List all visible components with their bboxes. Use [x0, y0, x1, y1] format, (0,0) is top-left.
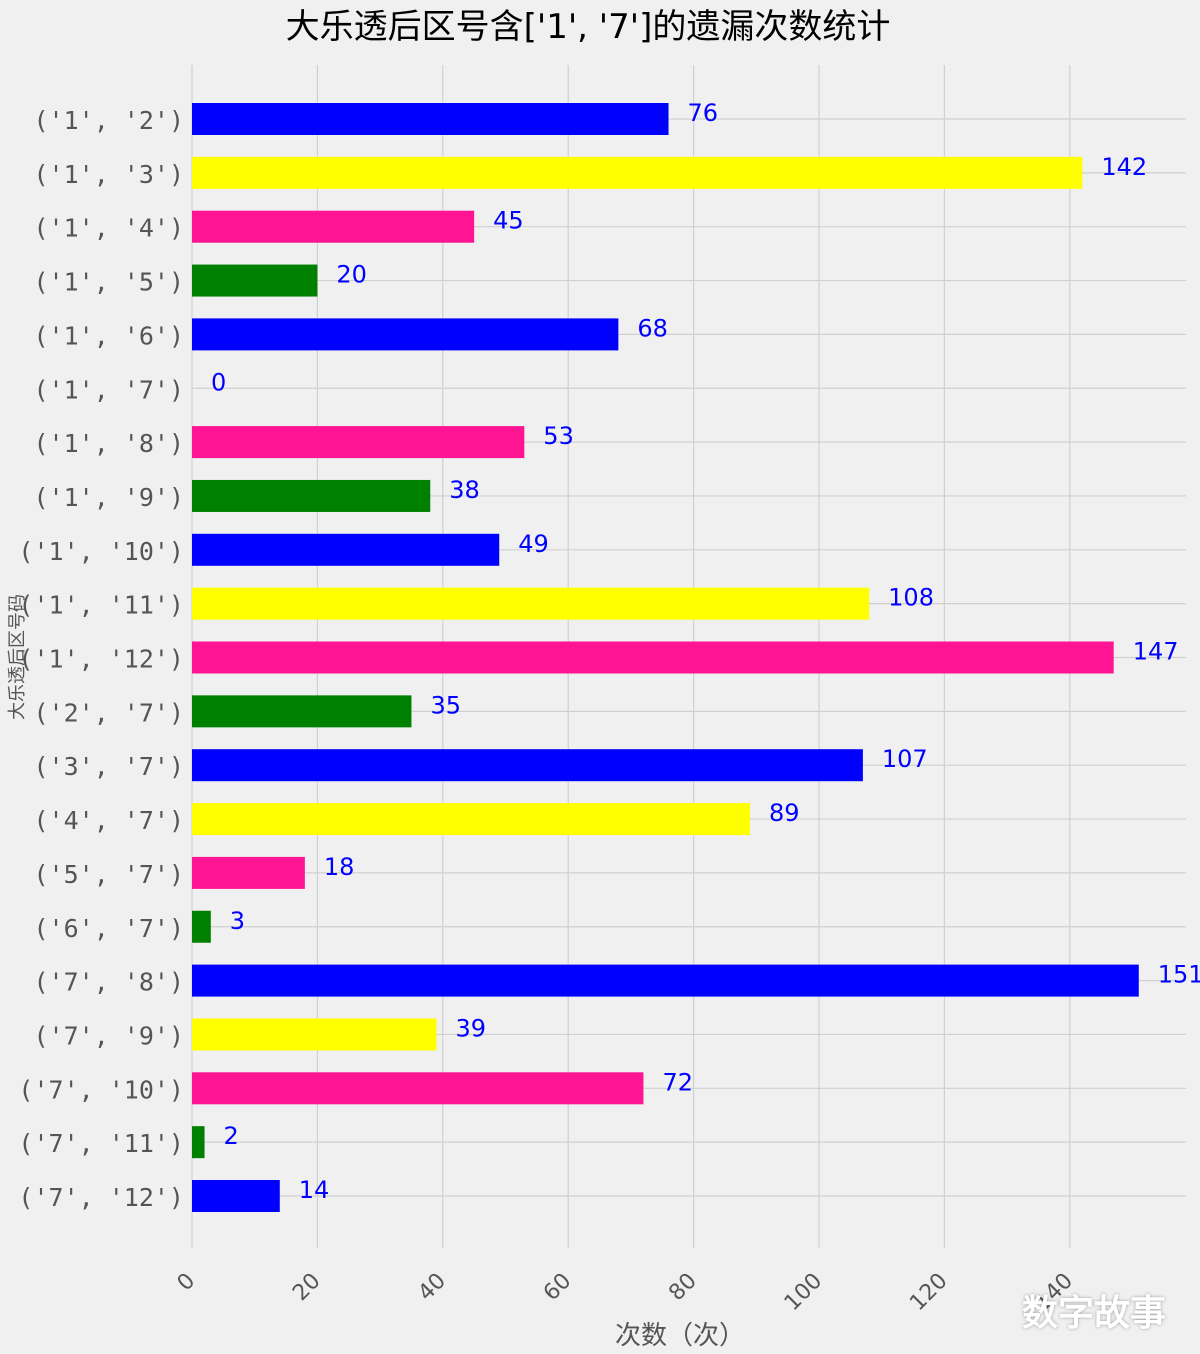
x-tick-label: 60 — [539, 1269, 576, 1306]
data-label: 14 — [299, 1176, 330, 1204]
bar — [192, 856, 305, 889]
y-tick-label: ('4', '7') — [33, 806, 184, 835]
y-tick-label: ('1', '2') — [33, 106, 184, 135]
data-label: 107 — [882, 745, 928, 773]
data-label: 151 — [1158, 961, 1200, 989]
y-tick-label: ('1', '5') — [33, 268, 184, 297]
bar — [192, 964, 1139, 997]
y-tick-label: ('7', '8') — [33, 968, 184, 997]
y-tick-labels: ('1', '2') ('1', '3') ('1', '4') ('1', '5')… — [18, 106, 184, 1212]
data-label: 45 — [493, 207, 524, 235]
y-tick-label: ('7', '11') — [18, 1129, 184, 1158]
x-tick-label: 120 — [905, 1269, 952, 1316]
data-label: 3 — [230, 907, 245, 935]
data-label: 68 — [637, 314, 668, 342]
y-tick-label: ('5', '7') — [33, 860, 184, 889]
data-label: 2 — [224, 1122, 239, 1150]
bar — [192, 1018, 437, 1051]
y-tick-label: ('1', '3') — [33, 160, 184, 189]
bar — [192, 210, 475, 243]
watermark: 数字故事 — [1022, 1293, 1167, 1334]
y-tick-label: ('1', '10') — [18, 537, 184, 566]
bar — [192, 103, 669, 135]
y-tick-label: ('6', '7') — [33, 914, 184, 943]
y-tick-label: ('1', '12') — [18, 645, 184, 674]
bar — [192, 426, 525, 459]
y-tick-label: ('7', '10') — [18, 1075, 184, 1104]
data-label: 0 — [211, 368, 226, 396]
y-tick-label: ('1', '6') — [33, 321, 184, 350]
x-tick-label: 0 — [173, 1269, 201, 1297]
data-label: 142 — [1101, 153, 1147, 181]
bar — [192, 803, 751, 836]
x-tick-label: 40 — [414, 1269, 451, 1306]
bar — [192, 156, 1083, 189]
x-tick-label: 20 — [288, 1269, 325, 1306]
data-label: 18 — [324, 853, 355, 881]
data-label: 35 — [430, 691, 461, 719]
bar — [192, 695, 412, 728]
x-tick-label: 80 — [664, 1269, 701, 1306]
data-label: 39 — [456, 1014, 487, 1042]
x-tick-labels: 0 20 40 60 80 100 120 140 — [173, 1269, 1078, 1316]
value-labels: 7614245206805338491081473510789183151397… — [211, 99, 1200, 1204]
y-tick-label: ('7', '9') — [33, 1021, 184, 1050]
bar — [192, 1072, 644, 1105]
y-tick-label: ('1', '7') — [33, 375, 184, 404]
y-tick-label: ('3', '7') — [33, 752, 184, 781]
y-axis-label: 大乐透后区号码 — [7, 594, 28, 720]
bar — [192, 749, 863, 782]
y-tick-label: ('1', '4') — [33, 214, 184, 243]
data-label: 72 — [662, 1068, 693, 1096]
bar — [192, 1126, 205, 1159]
y-tick-label: ('7', '12') — [18, 1183, 184, 1212]
chart-title: 大乐透后区号含['1', '7']的遗漏次数统计 — [286, 7, 891, 47]
data-label: 89 — [769, 799, 800, 827]
y-tick-label: ('1', '11') — [18, 591, 184, 620]
y-tick-label: ('1', '8') — [33, 429, 184, 458]
data-label: 38 — [449, 476, 480, 504]
y-tick-label: ('1', '9') — [33, 483, 184, 512]
data-label: 108 — [888, 584, 934, 612]
x-tick-label: 100 — [780, 1269, 827, 1316]
bar — [192, 587, 870, 620]
bar — [192, 533, 500, 566]
bar — [192, 264, 318, 297]
data-label: 76 — [688, 99, 719, 127]
bar — [192, 479, 431, 512]
bars — [192, 103, 1139, 1212]
bar — [192, 641, 1114, 674]
bar — [192, 318, 619, 351]
bar — [192, 910, 211, 943]
data-label: 49 — [518, 530, 549, 558]
data-label: 147 — [1133, 638, 1179, 666]
x-axis-label: 次数（次） — [615, 1321, 745, 1351]
data-label: 53 — [543, 422, 574, 450]
data-label: 20 — [336, 261, 367, 289]
bar — [192, 1180, 280, 1212]
y-tick-label: ('2', '7') — [33, 698, 184, 727]
